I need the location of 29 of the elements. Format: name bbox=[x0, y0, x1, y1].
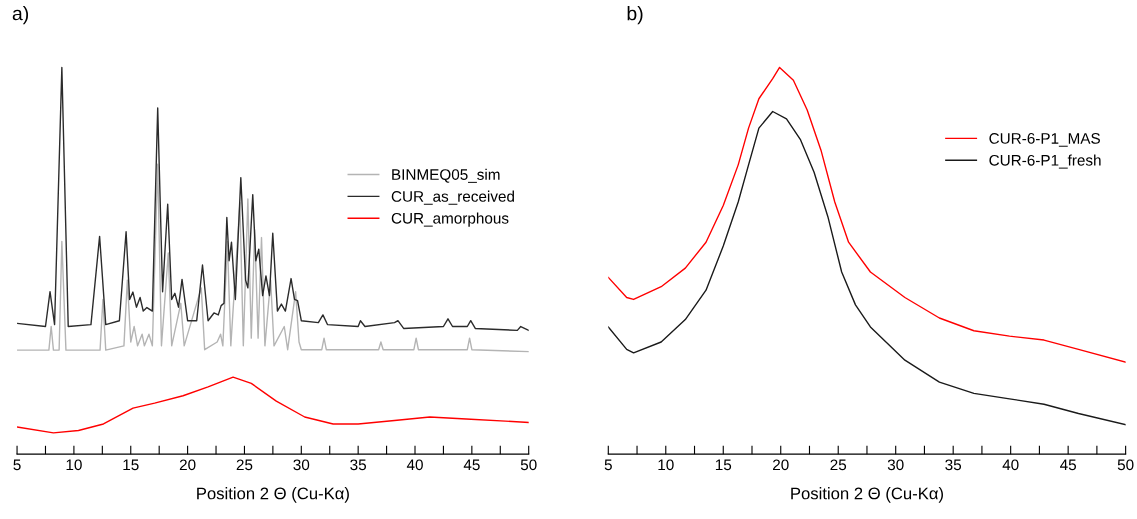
legend-label: CUR_amorphous bbox=[391, 212, 509, 227]
x-tick-label: 50 bbox=[1117, 459, 1134, 471]
x-tick-label: 25 bbox=[236, 459, 253, 471]
x-tick-label: 15 bbox=[715, 459, 732, 471]
x-tick-label: 5 bbox=[604, 459, 612, 471]
x-tick-label: 5 bbox=[13, 459, 21, 471]
chart-title: a) bbox=[12, 6, 29, 25]
x-tick-label: 15 bbox=[123, 459, 139, 471]
x-tick-label: 30 bbox=[887, 459, 904, 471]
legend-label: BINMEQ05_sim bbox=[392, 168, 500, 183]
x-tick-label: 20 bbox=[773, 459, 789, 471]
legend-label: CUR-6-P1_fresh bbox=[989, 154, 1101, 169]
x-tick-label: 30 bbox=[293, 459, 310, 471]
legend-label: CUR-6-P1_MAS bbox=[989, 133, 1100, 147]
chart-title: b) bbox=[627, 6, 643, 25]
x-tick-label: 35 bbox=[350, 459, 367, 471]
x-tick-label: 20 bbox=[179, 459, 196, 471]
x-tick-label: 50 bbox=[520, 459, 537, 471]
x-axis-title: Position 2 Θ (Cu-Kα) bbox=[791, 487, 943, 503]
x-tick-label: 45 bbox=[463, 459, 480, 471]
x-tick-label: 40 bbox=[1002, 459, 1019, 471]
x-tick-label: 10 bbox=[658, 459, 674, 471]
x-tick-label: 10 bbox=[66, 459, 82, 471]
x-axis-title: Position 2 Θ (Cu-Kα) bbox=[197, 487, 349, 503]
legend-label: CUR_as_received bbox=[391, 190, 514, 205]
x-tick-label: 40 bbox=[406, 459, 423, 471]
x-tick-label: 45 bbox=[1060, 459, 1077, 471]
x-tick-label: 35 bbox=[945, 459, 962, 471]
x-tick-label: 25 bbox=[830, 459, 847, 471]
